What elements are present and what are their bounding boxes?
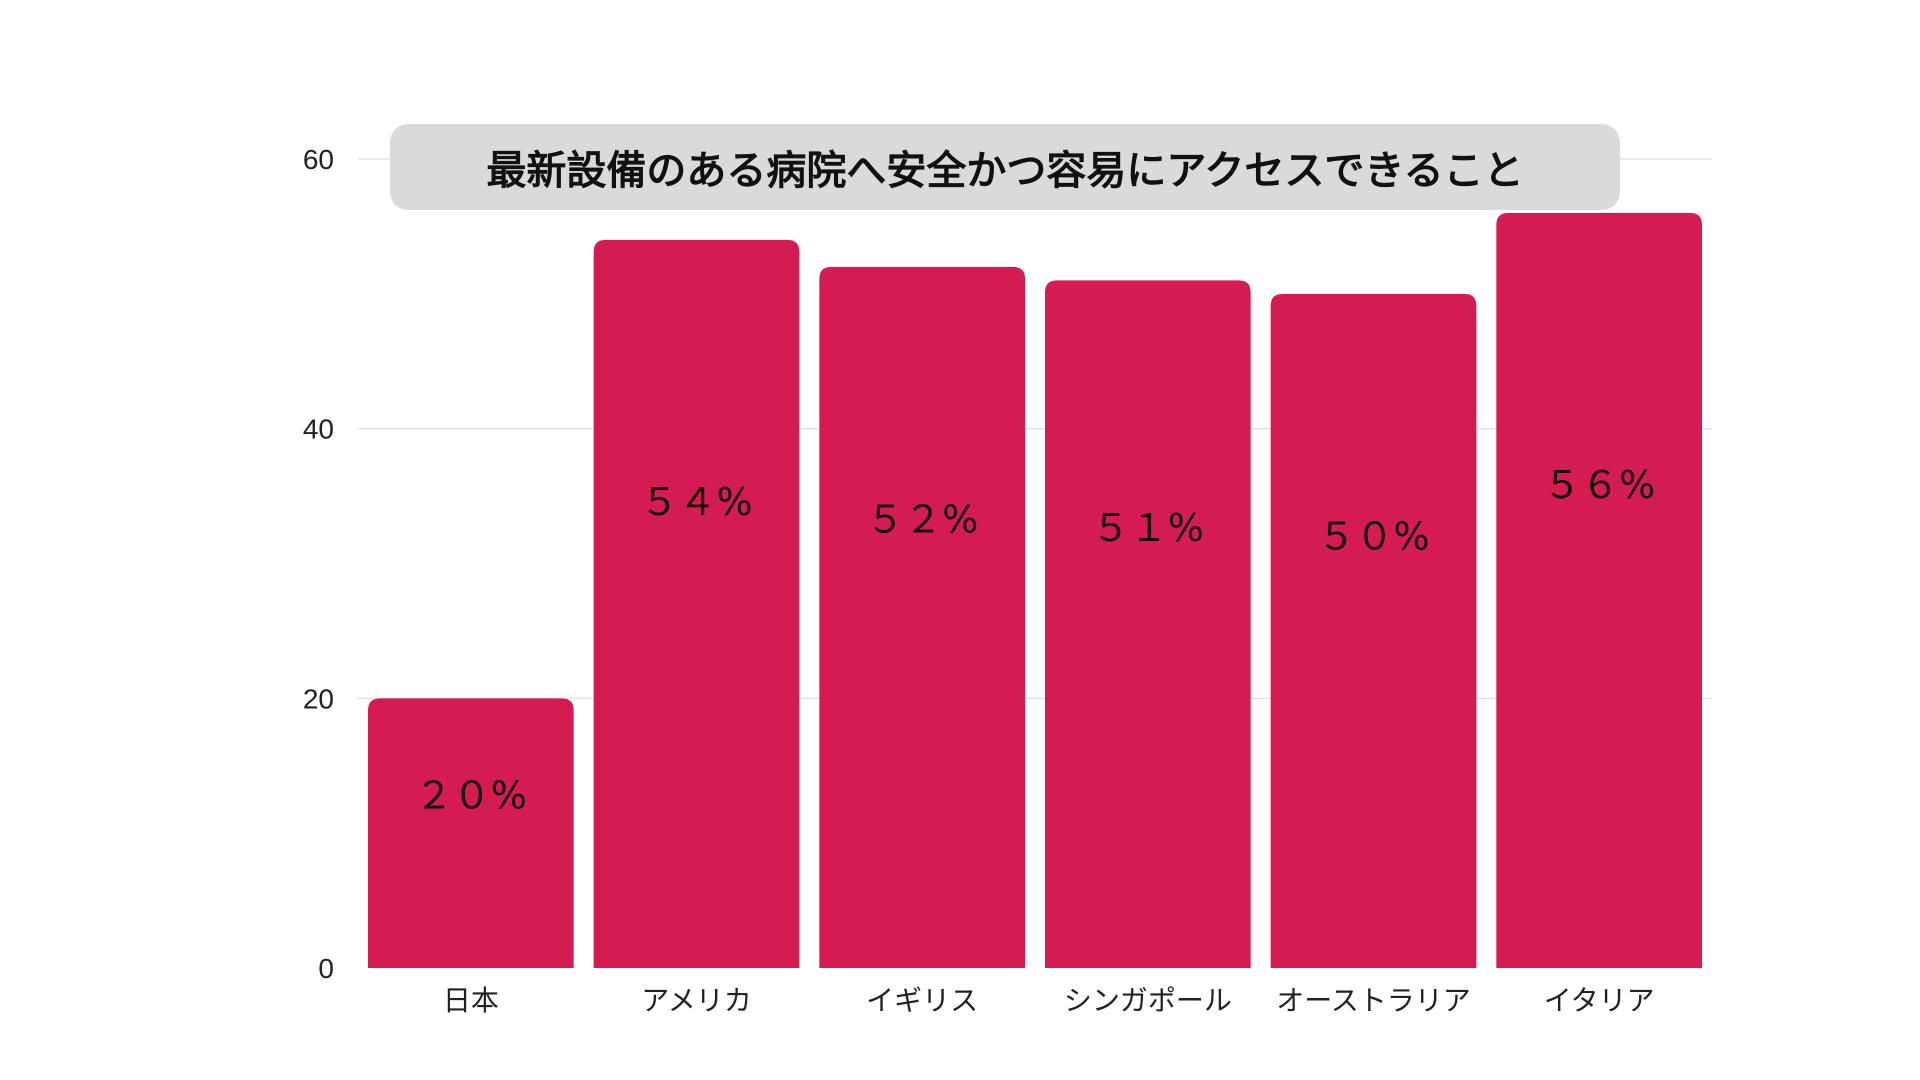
y-tick-label: 0 (318, 953, 334, 984)
data-labels: ２０% ５４% ５２% ５１% ５０% ５６% (415, 463, 1655, 818)
data-label: ５０% (1317, 515, 1429, 559)
data-label: ２０% (415, 773, 527, 817)
y-axis-ticks: 0 20 40 60 (303, 144, 334, 984)
data-label: ５１% (1092, 506, 1204, 550)
x-tick-label: アメリカ (641, 984, 752, 1017)
bar-0 (368, 698, 574, 968)
x-tick-label: オーストラリア (1276, 984, 1471, 1017)
x-tick-label: 日本 (443, 984, 499, 1017)
x-axis-ticks: 日本 アメリカ イギリス シンガポール オーストラリア イタリア (443, 984, 1655, 1017)
bar-2 (819, 266, 1025, 968)
data-label: ５４% (640, 480, 752, 524)
bars (368, 212, 1702, 969)
x-tick-label: イギリス (866, 984, 978, 1017)
x-tick-label: シンガポール (1064, 984, 1232, 1017)
x-tick-label: イタリア (1544, 984, 1655, 1017)
bar-4 (1270, 293, 1477, 968)
y-tick-label: 40 (303, 414, 334, 445)
bar-3 (1045, 280, 1251, 969)
chart-title: 最新設備のある病院へ安全かつ容易にアクセスできること (390, 124, 1620, 210)
bar-5 (1496, 212, 1702, 968)
bar-1 (593, 239, 800, 968)
data-label: ５２% (866, 497, 978, 541)
y-tick-label: 20 (303, 683, 334, 714)
y-tick-label: 60 (303, 144, 334, 175)
data-label: ５６% (1543, 463, 1655, 507)
